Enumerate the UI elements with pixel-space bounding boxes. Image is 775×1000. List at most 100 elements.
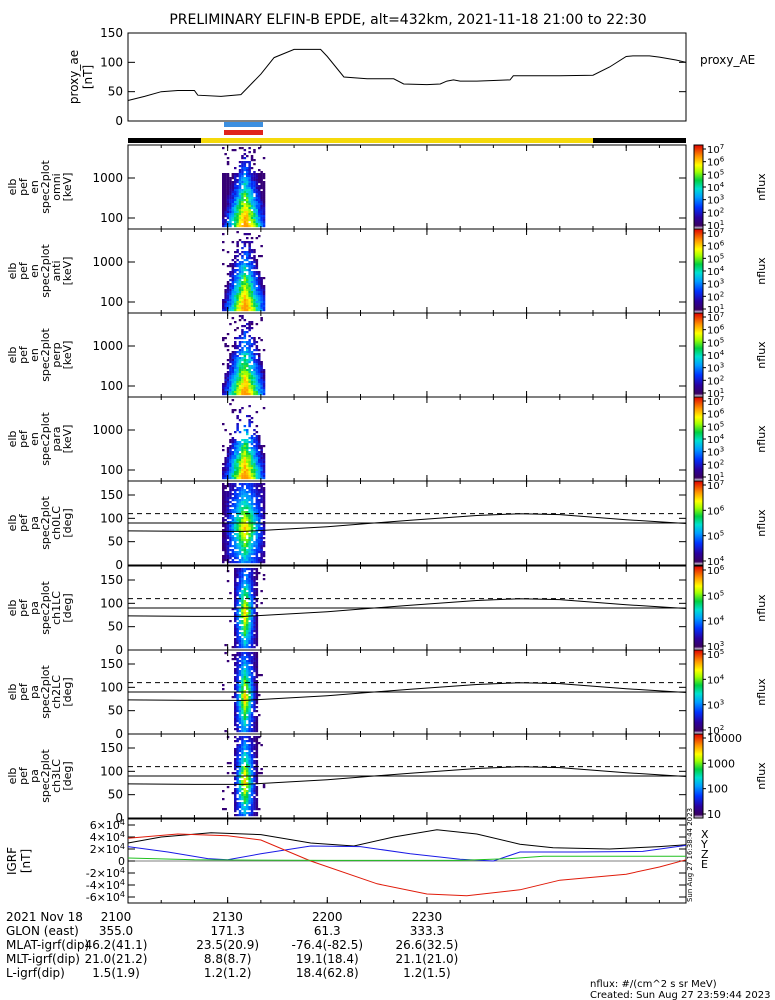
heatmap-cell [243, 333, 247, 336]
heatmap-cell [253, 495, 256, 498]
heatmap-cell [243, 758, 247, 761]
heatmap-cell [250, 439, 254, 442]
heatmap-cell [253, 788, 256, 791]
heatmap-cell [243, 568, 247, 571]
heatmap-cell [258, 223, 261, 226]
heatmap-cell [234, 377, 237, 380]
panel-ylabel-part: pef [17, 177, 30, 196]
heatmap-cell [260, 515, 263, 518]
heatmap-cell [248, 798, 251, 801]
heatmap-cell [229, 183, 232, 186]
heatmap-cell [248, 389, 251, 392]
heatmap-cell [248, 774, 251, 777]
heatmap-cell [250, 812, 254, 815]
heatmap-cell [250, 600, 254, 603]
heatmap-cell [248, 578, 251, 581]
heatmap-cell [231, 275, 235, 278]
heatmap-cell [234, 383, 237, 386]
heatmap-cell [231, 443, 235, 446]
heatmap-cell [248, 367, 251, 370]
heatmap-cell [253, 343, 256, 346]
heatmap-cell [222, 808, 225, 811]
heatmap-cell [255, 197, 259, 200]
heatmap-cell [226, 365, 230, 368]
heatmap-cell [234, 760, 237, 763]
heatmap-cell [222, 543, 225, 546]
heatmap-cell [234, 251, 237, 254]
heatmap-cell [250, 642, 254, 645]
heatmap-cell [238, 461, 242, 464]
heatmap-cell [250, 391, 254, 394]
heatmap-cell [226, 553, 230, 556]
heatmap-cell [250, 539, 254, 542]
heatmap-cell [246, 541, 249, 544]
heatmap-cell [234, 457, 237, 460]
heatmap-cell [258, 541, 261, 544]
heatmap-cell [222, 487, 225, 490]
heatmap-cell [255, 572, 259, 575]
heatmap-cell [241, 718, 244, 721]
heatmap-cell [238, 750, 242, 753]
heatmap-cell [260, 473, 263, 476]
heatmap-cell [255, 393, 259, 396]
heatmap-cell [248, 668, 251, 671]
heatmap-cell [241, 622, 244, 625]
heatmap-cell [246, 616, 249, 619]
heatmap-cell [248, 646, 251, 649]
heatmap-cell [248, 385, 251, 388]
heatmap-cell [229, 555, 232, 558]
heatmap-cell [243, 375, 247, 378]
heatmap-cell [243, 441, 247, 444]
heatmap-cell [255, 445, 259, 448]
heatmap-cell [226, 527, 230, 530]
heatmap-cell [229, 491, 232, 494]
heatmap-cell [260, 197, 263, 200]
heatmap-cell [229, 263, 232, 266]
heatmap-cell [236, 503, 239, 506]
heatmap-cell [260, 207, 263, 210]
heatmap-cell [241, 610, 244, 613]
y-tick-label: 6×104 [90, 818, 125, 832]
heatmap-cell [243, 806, 247, 809]
heatmap-cell [236, 748, 239, 751]
heatmap-cell [258, 287, 261, 290]
heatmap-cell [236, 642, 239, 645]
heatmap-cell [243, 798, 247, 801]
no-data-segment [593, 138, 686, 143]
heatmap-cell [238, 471, 242, 474]
heatmap-cell [243, 453, 247, 456]
heatmap-cell [260, 475, 263, 478]
heatmap-cell [243, 618, 247, 621]
heatmap-cell [238, 181, 242, 184]
heatmap-cell [236, 798, 239, 801]
panel-ylabel-part: pef [17, 682, 30, 701]
heatmap-cell [255, 746, 259, 749]
heatmap-cell [246, 213, 249, 216]
heatmap-cell [255, 638, 259, 641]
heatmap-cell [248, 808, 251, 811]
heatmap-cell [241, 740, 244, 743]
heatmap-cell [255, 263, 259, 266]
heatmap-cell [224, 545, 227, 548]
heatmap-cell [222, 215, 225, 218]
heatmap-cell [250, 790, 254, 793]
heatmap-cell [253, 531, 256, 534]
heatmap-cell [258, 485, 261, 488]
heatmap-cell [255, 305, 259, 308]
heatmap-cell [248, 543, 251, 546]
heatmap-cell [258, 379, 261, 382]
heatmap-cell [234, 191, 237, 194]
y-tick-label: 100 [100, 55, 123, 69]
heatmap-cell [226, 373, 230, 376]
heatmap-cell [226, 383, 230, 386]
heatmap-cell [234, 463, 237, 466]
heatmap-cell [236, 453, 239, 456]
heatmap-cell [248, 497, 251, 500]
heatmap-cell [253, 393, 256, 396]
heatmap-cell [248, 780, 251, 783]
heatmap-cell [248, 495, 251, 498]
heatmap-cell [255, 267, 259, 270]
heatmap-cell [262, 469, 266, 472]
heatmap-cell [260, 391, 263, 394]
heatmap-cell [250, 459, 254, 462]
